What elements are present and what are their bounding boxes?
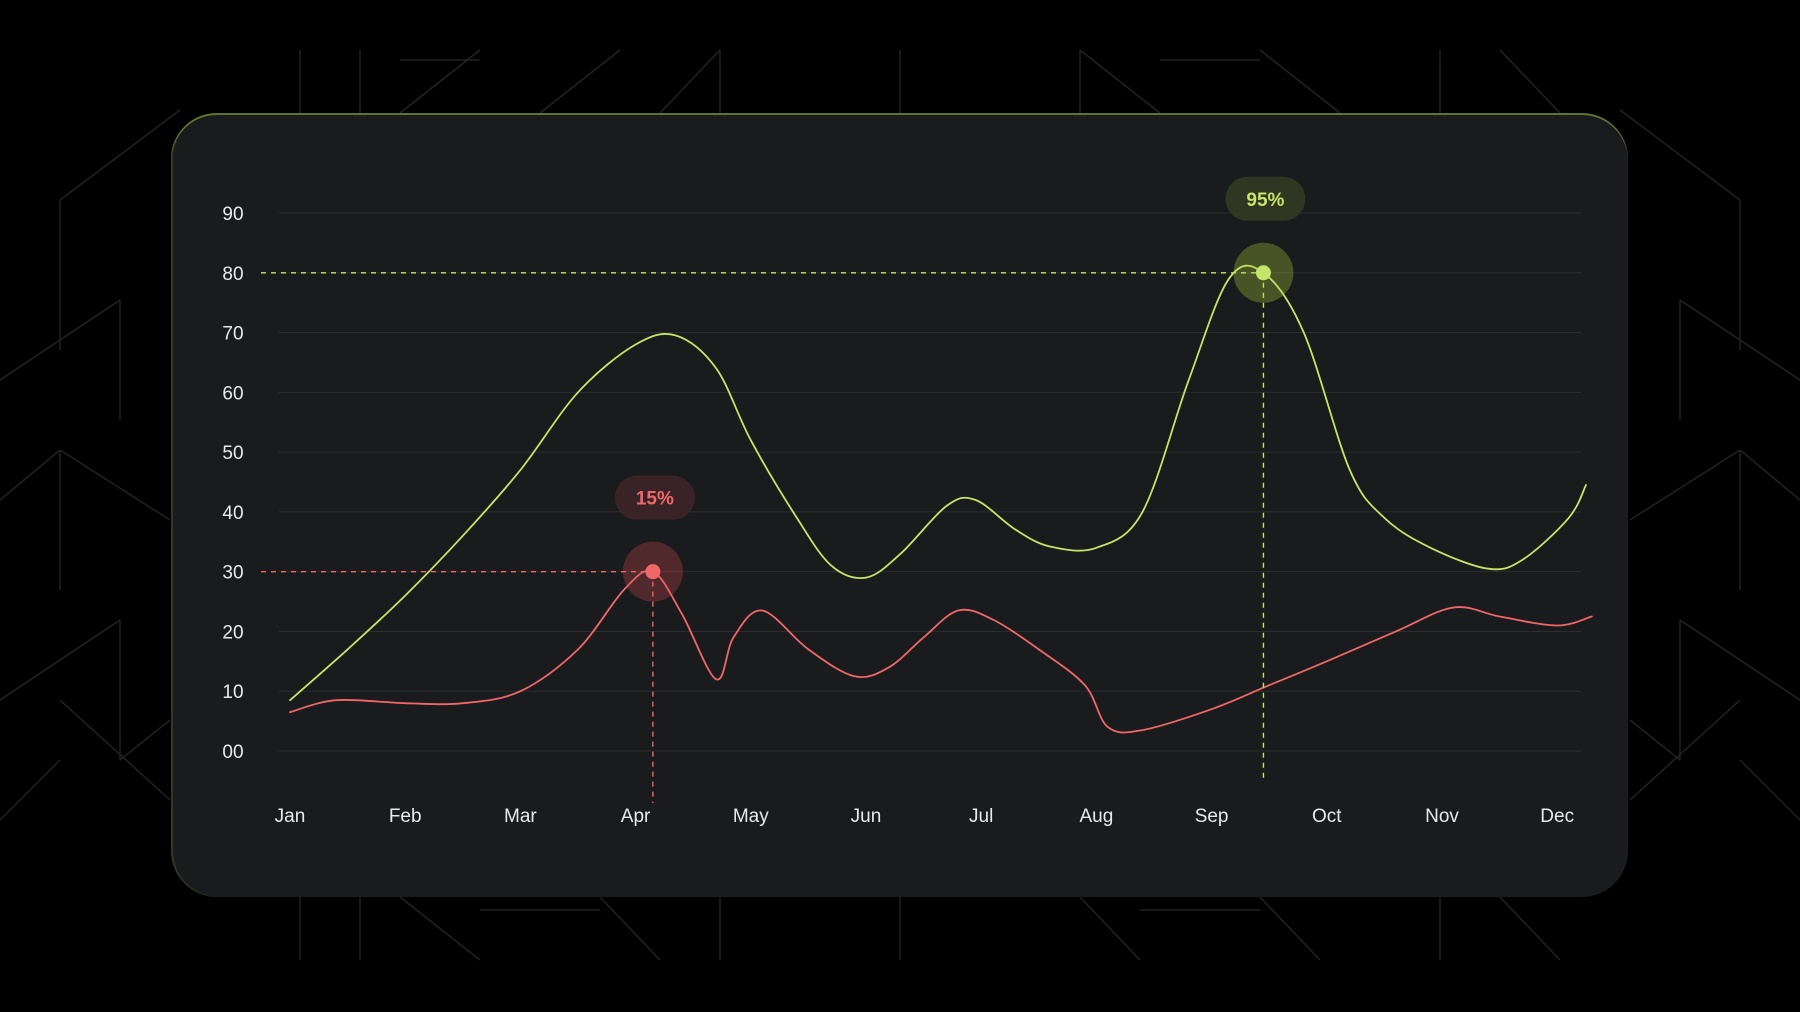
callout-point[interactable] <box>645 564 661 580</box>
pattern-line <box>0 449 61 501</box>
y-axis-ticks: 00 10 20 30 40 50 60 70 80 90 <box>222 204 243 763</box>
y-tick-label: 50 <box>222 443 243 464</box>
callouts: 95% 15% <box>261 176 1306 803</box>
x-tick-label: Nov <box>1425 806 1459 827</box>
x-tick-label: Jul <box>969 806 993 827</box>
x-tick-label: May <box>733 806 769 827</box>
x-tick-label: Mar <box>504 806 537 827</box>
pattern-line <box>59 449 171 521</box>
pattern-line <box>1499 896 1561 961</box>
pattern-line <box>119 719 171 761</box>
callout-bubble <box>1225 176 1306 221</box>
x-tick-label: Jan <box>275 806 306 827</box>
chart-card: 00 10 20 30 40 50 60 70 80 90 Jan Feb Mar Apr May Jun J… <box>171 113 1628 897</box>
pattern-line <box>1739 449 1800 501</box>
pattern-line <box>1679 299 1800 381</box>
x-tick-label: Oct <box>1312 806 1342 827</box>
y-tick-label: 80 <box>222 264 243 285</box>
pattern-line <box>59 699 171 801</box>
y-tick-label: 40 <box>222 503 243 524</box>
x-axis-ticks: Jan Feb Mar Apr May Jun Jul Aug Sep Oct Nov Dec <box>275 806 1574 827</box>
series-lines <box>289 264 1593 734</box>
pattern-line <box>1619 109 1741 201</box>
series-line <box>289 569 1593 734</box>
pattern-line <box>1629 449 1741 521</box>
y-tick-label: 00 <box>222 742 243 763</box>
pattern-line <box>539 49 621 114</box>
x-tick-label: Sep <box>1195 806 1229 827</box>
x-tick-label: Dec <box>1540 806 1574 827</box>
pattern-line <box>1259 49 1341 114</box>
y-tick-label: 10 <box>222 682 243 703</box>
pattern-line <box>1739 759 1800 821</box>
x-tick-label: Apr <box>621 806 651 827</box>
pattern-line <box>599 896 661 961</box>
x-tick-label: Jun <box>851 806 882 827</box>
y-tick-label: 30 <box>222 563 243 584</box>
pattern-line <box>1079 896 1141 961</box>
gridlines <box>279 212 1581 752</box>
y-tick-label: 70 <box>222 324 243 345</box>
y-tick-label: 20 <box>222 622 243 643</box>
pattern-line <box>0 299 121 381</box>
y-tick-label: 90 <box>222 204 243 225</box>
pattern-line <box>1629 719 1681 761</box>
pattern-line <box>1499 49 1561 114</box>
x-tick-label: Aug <box>1079 806 1113 827</box>
pattern-line <box>59 109 181 201</box>
callout-label: 15% <box>636 489 674 510</box>
pattern-line <box>1629 699 1741 801</box>
pattern-lines <box>0 49 1800 961</box>
pattern-line <box>1259 896 1321 961</box>
callout-bubble <box>614 475 695 520</box>
pattern-line <box>0 759 61 821</box>
x-tick-label: Feb <box>389 806 422 827</box>
pattern-line <box>1079 49 1161 114</box>
y-tick-label: 60 <box>222 383 243 404</box>
pattern-line <box>399 896 481 961</box>
pattern-line <box>659 49 721 114</box>
series-line <box>289 264 1587 702</box>
callout-point[interactable] <box>1255 265 1271 281</box>
pattern-line <box>1679 619 1800 701</box>
pattern-line <box>0 619 121 701</box>
callout-label: 95% <box>1246 190 1284 211</box>
